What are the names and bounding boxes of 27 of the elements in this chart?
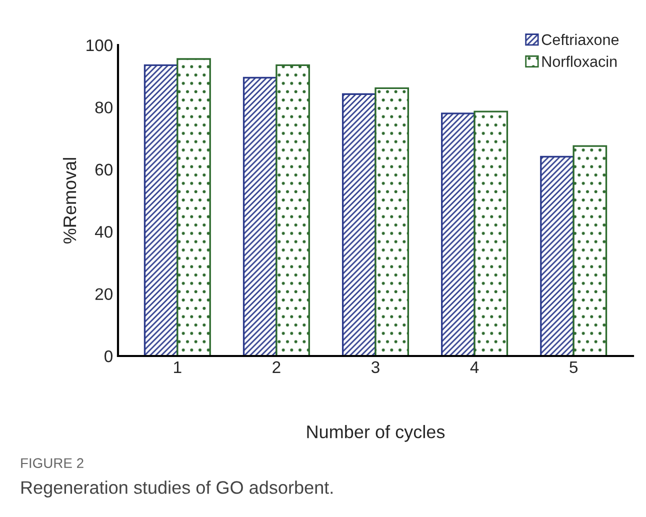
- legend-label: Norfloxacin: [542, 56, 617, 67]
- x-tick-label: 1: [174, 361, 182, 373]
- y-tick-label: 100: [86, 39, 112, 52]
- bar: [242, 76, 278, 356]
- x-tick-label: 5: [570, 361, 578, 374]
- bar: [572, 145, 608, 356]
- bar: [276, 64, 310, 356]
- x-tick-label: 4: [470, 361, 479, 373]
- y-axis-title: %Removal: [62, 158, 76, 244]
- text: Regeneration studies of GO adsorbent.: [21, 480, 333, 498]
- x-tick-label: 3: [372, 361, 380, 374]
- bar: [374, 87, 410, 356]
- legend-label: Ceftriaxone: [542, 34, 619, 46]
- bar: [441, 112, 476, 356]
- bar: [176, 58, 211, 356]
- y-tick-label: 60: [95, 164, 112, 176]
- bar: [474, 110, 508, 356]
- caption: FIGURE 2: [21, 458, 84, 468]
- y-tick-label: 20: [95, 288, 112, 300]
- x-axis-title: Number of cycles: [307, 425, 445, 442]
- x-tick-label: 2: [272, 361, 280, 373]
- y-tick-label: 0: [104, 350, 112, 362]
- y-tick-label: 40: [94, 226, 112, 238]
- bar: [144, 64, 178, 356]
- bar: [540, 156, 574, 356]
- bar: [342, 93, 376, 356]
- y-tick-label: 80: [95, 102, 112, 114]
